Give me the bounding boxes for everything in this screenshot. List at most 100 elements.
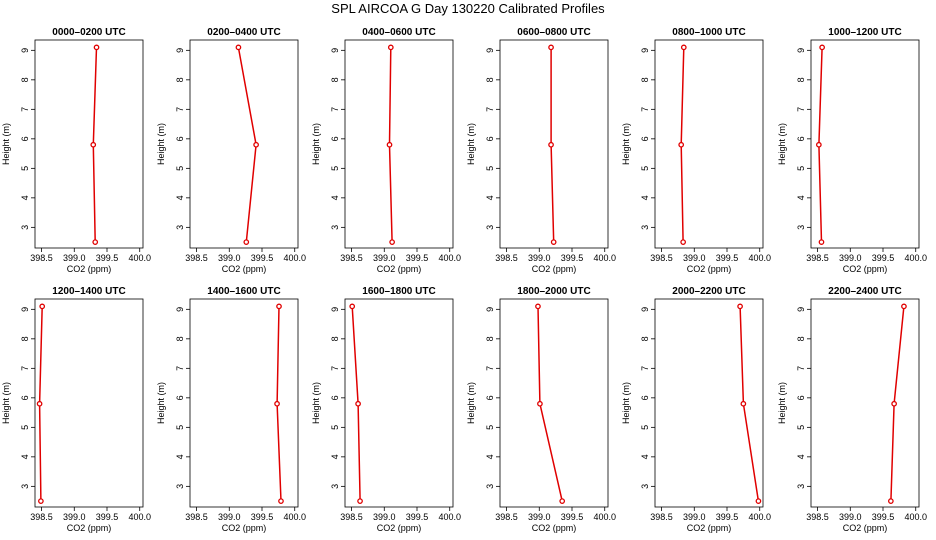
y-tick-label: 9 <box>796 307 806 312</box>
plot-frame <box>654 39 764 249</box>
y-tick-label: 3 <box>175 484 185 489</box>
data-point <box>355 400 361 407</box>
data-point <box>93 44 100 51</box>
plot-frame <box>499 39 609 249</box>
data-point <box>550 239 557 245</box>
y-tick-label: 5 <box>640 425 650 430</box>
x-tick-label: 399.0 <box>839 512 862 522</box>
y-axis-label: Height (m) <box>621 123 631 165</box>
data-point <box>755 498 762 504</box>
panel-8: 1400–1600 UTC 398.5 399.0 399.5 400.0 3 4 5 6 7 8 9… <box>156 286 306 533</box>
x-tick-label: 398.5 <box>495 512 518 522</box>
data-point <box>537 400 543 407</box>
y-tick-label: 7 <box>485 366 495 371</box>
y-tick-label: 6 <box>796 395 806 400</box>
data-point <box>39 303 46 310</box>
x-tick-label: 398.5 <box>806 253 829 263</box>
y-axis-label: Height (m) <box>777 382 787 424</box>
y-tick-label: 7 <box>20 366 30 371</box>
y-axis-label: Height (m) <box>1 123 11 165</box>
y-tick-label: 7 <box>175 366 185 371</box>
panel-title: 0000–0200 UTC <box>52 27 125 38</box>
y-tick-label: 9 <box>485 307 495 312</box>
y-axis-label: Height (m) <box>1 382 11 424</box>
x-tick-label: 400.0 <box>593 512 616 522</box>
plot-frame <box>810 39 920 249</box>
y-tick-label: 8 <box>485 336 495 341</box>
y-tick-label: 8 <box>640 336 650 341</box>
y-tick-label: 7 <box>796 107 806 112</box>
x-tick-label: 398.5 <box>185 253 208 263</box>
panel-title: 1200–1400 UTC <box>52 286 125 297</box>
y-tick-label: 8 <box>175 77 185 82</box>
x-tick-label: 400.0 <box>128 253 151 263</box>
plot-frame <box>34 298 144 508</box>
data-point <box>276 303 282 310</box>
panel-6: 1000–1200 UTC 398.5 399.0 399.5 400.0 3 4 5 6 7 8 9… <box>777 27 927 274</box>
x-tick-label: 399.5 <box>406 253 429 263</box>
y-tick-label: 5 <box>796 425 806 430</box>
data-point <box>740 400 747 407</box>
y-tick-label: 8 <box>796 336 806 341</box>
x-axis-label: CO2 (ppm) <box>377 523 422 533</box>
panel-2: 0200–0400 UTC 398.5 399.0 399.5 400.0 3 4 5 6 7 8 9… <box>156 27 306 274</box>
x-tick-label: 399.0 <box>63 512 86 522</box>
x-tick-label: 399.0 <box>63 253 86 263</box>
y-tick-label: 6 <box>640 136 650 141</box>
y-tick-label: 8 <box>640 77 650 82</box>
data-point <box>680 44 687 51</box>
data-point <box>888 498 894 504</box>
y-tick-label: 8 <box>20 336 30 341</box>
panel-1: 0000–0200 UTC 398.5 399.0 399.5 400.0 3 4 5 6 7 8 9… <box>1 27 151 274</box>
data-point <box>816 141 822 148</box>
y-tick-label: 3 <box>330 225 340 230</box>
data-point <box>357 498 363 504</box>
y-tick-label: 4 <box>640 195 650 200</box>
y-tick-label: 9 <box>330 307 340 312</box>
data-point <box>387 44 394 51</box>
y-tick-label: 6 <box>20 395 30 400</box>
x-tick-label: 398.5 <box>495 253 518 263</box>
data-point <box>243 239 250 245</box>
y-axis-label: Height (m) <box>311 382 321 424</box>
x-axis-label: CO2 (ppm) <box>532 523 577 533</box>
panel-title: 2000–2200 UTC <box>672 286 745 297</box>
data-point <box>680 239 686 245</box>
x-tick-label: 399.0 <box>528 512 551 522</box>
y-tick-label: 6 <box>330 136 340 141</box>
x-axis-label: CO2 (ppm) <box>687 523 732 533</box>
data-point <box>36 400 43 407</box>
y-axis-label: Height (m) <box>777 123 787 165</box>
y-tick-label: 4 <box>485 195 495 200</box>
y-axis-label: Height (m) <box>156 123 166 165</box>
y-tick-label: 9 <box>640 48 650 53</box>
plot-frame <box>344 298 454 508</box>
plot-frame <box>34 39 144 249</box>
x-tick-label: 399.0 <box>839 253 862 263</box>
x-tick-label: 399.5 <box>96 253 119 263</box>
y-tick-label: 3 <box>796 225 806 230</box>
panel-11: 2000–2200 UTC 398.5 399.0 399.5 400.0 3 4 5 6 7 8 9… <box>621 286 771 533</box>
x-tick-label: 398.5 <box>185 512 208 522</box>
y-tick-label: 4 <box>20 454 30 459</box>
y-tick-label: 9 <box>485 48 495 53</box>
x-tick-label: 398.5 <box>650 253 673 263</box>
x-tick-label: 399.0 <box>218 512 241 522</box>
panel-title: 0400–0600 UTC <box>362 27 435 38</box>
y-tick-label: 5 <box>20 166 30 171</box>
x-tick-label: 400.0 <box>593 253 616 263</box>
y-tick-label: 3 <box>175 225 185 230</box>
y-tick-label: 6 <box>485 395 495 400</box>
data-point <box>92 239 99 245</box>
y-tick-label: 7 <box>175 107 185 112</box>
x-tick-label: 399.5 <box>406 512 429 522</box>
y-axis-label: Height (m) <box>156 382 166 424</box>
x-tick-label: 400.0 <box>283 512 306 522</box>
y-tick-label: 6 <box>330 395 340 400</box>
y-tick-label: 4 <box>485 454 495 459</box>
panel-title: 0800–1000 UTC <box>672 27 745 38</box>
data-point <box>818 239 825 245</box>
y-tick-label: 5 <box>640 166 650 171</box>
y-tick-label: 9 <box>175 307 185 312</box>
